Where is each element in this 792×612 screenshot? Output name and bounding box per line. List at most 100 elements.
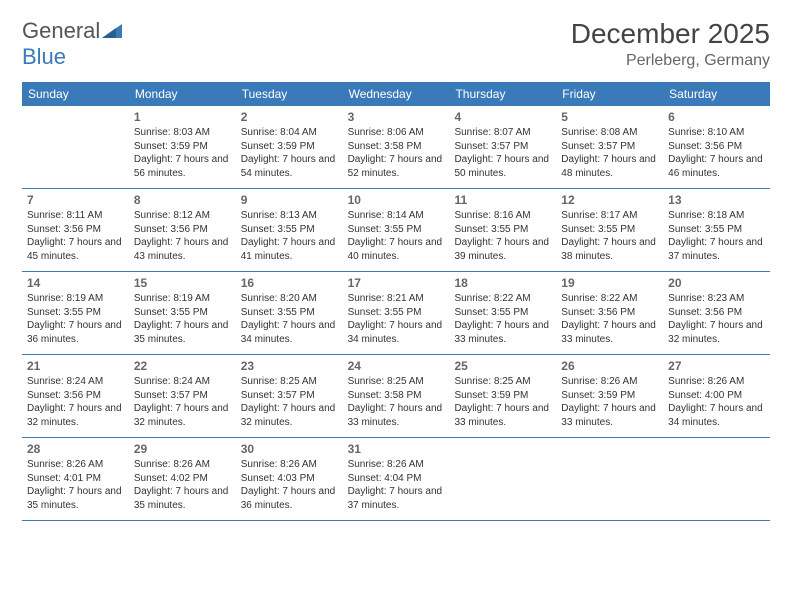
daylight-line: Daylight: 7 hours and 41 minutes. <box>241 236 337 263</box>
sunrise-line: Sunrise: 8:23 AM <box>668 292 764 306</box>
weekday-thursday: Thursday <box>449 82 556 106</box>
sunrise-line: Sunrise: 8:18 AM <box>668 209 764 223</box>
daylight-line: Daylight: 7 hours and 37 minutes. <box>348 485 444 512</box>
daylight-line: Daylight: 7 hours and 33 minutes. <box>561 402 657 429</box>
daylight-line: Daylight: 7 hours and 34 minutes. <box>241 319 337 346</box>
sunrise-line: Sunrise: 8:26 AM <box>348 458 444 472</box>
daylight-line: Daylight: 7 hours and 33 minutes. <box>454 402 550 429</box>
day-number: 13 <box>668 192 764 208</box>
sunset-line: Sunset: 3:55 PM <box>454 306 550 320</box>
sunset-line: Sunset: 4:03 PM <box>241 472 337 486</box>
header: General Blue December 2025 Perleberg, Ge… <box>22 18 770 70</box>
day-number: 30 <box>241 441 337 457</box>
sunset-line: Sunset: 3:56 PM <box>27 223 123 237</box>
day-number: 18 <box>454 275 550 291</box>
weekday-monday: Monday <box>129 82 236 106</box>
day-number: 28 <box>27 441 123 457</box>
week-row: 1Sunrise: 8:03 AMSunset: 3:59 PMDaylight… <box>22 106 770 189</box>
sunrise-line: Sunrise: 8:26 AM <box>134 458 230 472</box>
sunrise-line: Sunrise: 8:22 AM <box>561 292 657 306</box>
day-number: 3 <box>348 109 444 125</box>
sunset-line: Sunset: 3:56 PM <box>27 389 123 403</box>
day-cell-24: 24Sunrise: 8:25 AMSunset: 3:58 PMDayligh… <box>343 355 450 437</box>
daylight-line: Daylight: 7 hours and 35 minutes. <box>134 485 230 512</box>
sunrise-line: Sunrise: 8:13 AM <box>241 209 337 223</box>
sunset-line: Sunset: 3:55 PM <box>668 223 764 237</box>
sunset-line: Sunset: 3:56 PM <box>561 306 657 320</box>
day-cell-15: 15Sunrise: 8:19 AMSunset: 3:55 PMDayligh… <box>129 272 236 354</box>
daylight-line: Daylight: 7 hours and 38 minutes. <box>561 236 657 263</box>
day-number: 2 <box>241 109 337 125</box>
sunset-line: Sunset: 4:00 PM <box>668 389 764 403</box>
day-cell-30: 30Sunrise: 8:26 AMSunset: 4:03 PMDayligh… <box>236 438 343 520</box>
day-cell-31: 31Sunrise: 8:26 AMSunset: 4:04 PMDayligh… <box>343 438 450 520</box>
day-cell-17: 17Sunrise: 8:21 AMSunset: 3:55 PMDayligh… <box>343 272 450 354</box>
day-number: 1 <box>134 109 230 125</box>
daylight-line: Daylight: 7 hours and 32 minutes. <box>668 319 764 346</box>
day-cell-empty <box>663 438 770 520</box>
sunset-line: Sunset: 4:04 PM <box>348 472 444 486</box>
sunrise-line: Sunrise: 8:08 AM <box>561 126 657 140</box>
day-cell-18: 18Sunrise: 8:22 AMSunset: 3:55 PMDayligh… <box>449 272 556 354</box>
day-cell-28: 28Sunrise: 8:26 AMSunset: 4:01 PMDayligh… <box>22 438 129 520</box>
day-cell-9: 9Sunrise: 8:13 AMSunset: 3:55 PMDaylight… <box>236 189 343 271</box>
weekday-friday: Friday <box>556 82 663 106</box>
sunrise-line: Sunrise: 8:03 AM <box>134 126 230 140</box>
week-row: 7Sunrise: 8:11 AMSunset: 3:56 PMDaylight… <box>22 189 770 272</box>
day-number: 10 <box>348 192 444 208</box>
weekday-header-row: SundayMondayTuesdayWednesdayThursdayFrid… <box>22 82 770 106</box>
day-cell-26: 26Sunrise: 8:26 AMSunset: 3:59 PMDayligh… <box>556 355 663 437</box>
day-cell-5: 5Sunrise: 8:08 AMSunset: 3:57 PMDaylight… <box>556 106 663 188</box>
sunrise-line: Sunrise: 8:22 AM <box>454 292 550 306</box>
sunrise-line: Sunrise: 8:19 AM <box>27 292 123 306</box>
day-cell-23: 23Sunrise: 8:25 AMSunset: 3:57 PMDayligh… <box>236 355 343 437</box>
day-cell-empty <box>22 106 129 188</box>
day-cell-6: 6Sunrise: 8:10 AMSunset: 3:56 PMDaylight… <box>663 106 770 188</box>
sunrise-line: Sunrise: 8:17 AM <box>561 209 657 223</box>
sunrise-line: Sunrise: 8:14 AM <box>348 209 444 223</box>
day-cell-7: 7Sunrise: 8:11 AMSunset: 3:56 PMDaylight… <box>22 189 129 271</box>
day-number: 4 <box>454 109 550 125</box>
logo-text-1: General <box>22 18 100 43</box>
day-cell-10: 10Sunrise: 8:14 AMSunset: 3:55 PMDayligh… <box>343 189 450 271</box>
sunset-line: Sunset: 3:57 PM <box>241 389 337 403</box>
sunrise-line: Sunrise: 8:26 AM <box>241 458 337 472</box>
day-number: 6 <box>668 109 764 125</box>
logo: General Blue <box>22 18 122 70</box>
sunset-line: Sunset: 3:55 PM <box>561 223 657 237</box>
day-cell-29: 29Sunrise: 8:26 AMSunset: 4:02 PMDayligh… <box>129 438 236 520</box>
day-cell-25: 25Sunrise: 8:25 AMSunset: 3:59 PMDayligh… <box>449 355 556 437</box>
sunrise-line: Sunrise: 8:25 AM <box>348 375 444 389</box>
sunrise-line: Sunrise: 8:26 AM <box>561 375 657 389</box>
day-number: 5 <box>561 109 657 125</box>
daylight-line: Daylight: 7 hours and 36 minutes. <box>241 485 337 512</box>
day-number: 20 <box>668 275 764 291</box>
daylight-line: Daylight: 7 hours and 46 minutes. <box>668 153 764 180</box>
daylight-line: Daylight: 7 hours and 56 minutes. <box>134 153 230 180</box>
day-number: 26 <box>561 358 657 374</box>
sunset-line: Sunset: 3:58 PM <box>348 389 444 403</box>
sunset-line: Sunset: 4:01 PM <box>27 472 123 486</box>
daylight-line: Daylight: 7 hours and 54 minutes. <box>241 153 337 180</box>
weekday-saturday: Saturday <box>663 82 770 106</box>
day-number: 8 <box>134 192 230 208</box>
day-number: 11 <box>454 192 550 208</box>
title-block: December 2025 Perleberg, Germany <box>571 18 770 70</box>
sunset-line: Sunset: 3:56 PM <box>668 306 764 320</box>
sunrise-line: Sunrise: 8:12 AM <box>134 209 230 223</box>
day-number: 7 <box>27 192 123 208</box>
day-cell-27: 27Sunrise: 8:26 AMSunset: 4:00 PMDayligh… <box>663 355 770 437</box>
day-cell-22: 22Sunrise: 8:24 AMSunset: 3:57 PMDayligh… <box>129 355 236 437</box>
sunrise-line: Sunrise: 8:19 AM <box>134 292 230 306</box>
day-number: 17 <box>348 275 444 291</box>
sunset-line: Sunset: 3:55 PM <box>134 306 230 320</box>
daylight-line: Daylight: 7 hours and 45 minutes. <box>27 236 123 263</box>
daylight-line: Daylight: 7 hours and 32 minutes. <box>134 402 230 429</box>
sunset-line: Sunset: 3:57 PM <box>561 140 657 154</box>
sunrise-line: Sunrise: 8:11 AM <box>27 209 123 223</box>
sunrise-line: Sunrise: 8:21 AM <box>348 292 444 306</box>
day-number: 12 <box>561 192 657 208</box>
day-number: 24 <box>348 358 444 374</box>
sunrise-line: Sunrise: 8:24 AM <box>134 375 230 389</box>
daylight-line: Daylight: 7 hours and 50 minutes. <box>454 153 550 180</box>
